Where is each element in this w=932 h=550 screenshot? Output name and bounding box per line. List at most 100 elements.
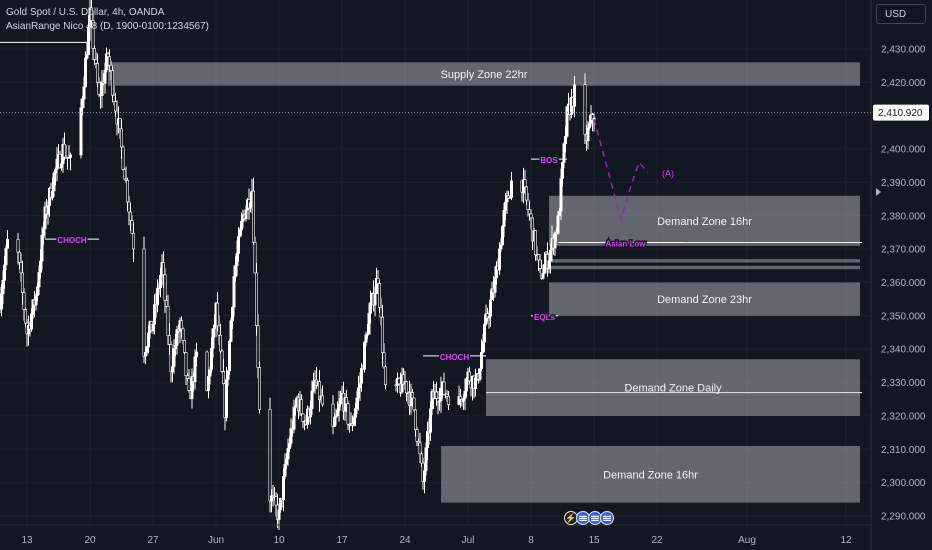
candles[interactable]	[0, 0, 596, 531]
zone-box[interactable]	[486, 359, 860, 416]
candle-body[interactable]	[311, 381, 315, 392]
candle-body[interactable]	[228, 341, 232, 372]
candle-body[interactable]	[359, 368, 363, 384]
candle-body[interactable]	[553, 232, 557, 249]
candle-body[interactable]	[235, 253, 239, 266]
candle-body[interactable]	[244, 209, 248, 220]
candle-body[interactable]	[404, 381, 408, 394]
candle-body[interactable]	[193, 356, 197, 382]
candle-body[interactable]	[34, 295, 38, 306]
symbol-title[interactable]: Gold Spot / U.S. Dollar, 4h, OANDA	[6, 7, 165, 18]
candle-body[interactable]	[38, 260, 42, 273]
candle-body[interactable]	[356, 387, 360, 399]
candle-body[interactable]	[19, 262, 23, 274]
candle-body[interactable]	[6, 239, 10, 249]
candle-body[interactable]	[287, 442, 291, 449]
candle-body[interactable]	[527, 209, 531, 215]
candle-body[interactable]	[229, 320, 233, 342]
candle-body[interactable]	[382, 352, 386, 368]
candle-body[interactable]	[586, 127, 590, 142]
candle-body[interactable]	[488, 299, 492, 317]
candle-body[interactable]	[252, 190, 256, 243]
candle-body[interactable]	[479, 352, 483, 369]
candle-body[interactable]	[502, 210, 506, 227]
candle-body[interactable]	[418, 442, 422, 455]
candle-body[interactable]	[130, 220, 134, 234]
candle-body[interactable]	[163, 274, 167, 301]
candle-body[interactable]	[123, 169, 127, 180]
candle-body[interactable]	[114, 101, 118, 112]
candle-body[interactable]	[1, 280, 5, 295]
candle-body[interactable]	[415, 429, 419, 442]
candle-body[interactable]	[100, 81, 104, 96]
candle-body[interactable]	[439, 387, 443, 401]
candle-body[interactable]	[422, 470, 426, 483]
candle-body[interactable]	[217, 325, 221, 336]
candle-body[interactable]	[20, 272, 24, 293]
candle-body[interactable]	[121, 146, 125, 170]
candle-body[interactable]	[82, 86, 86, 100]
zone-box[interactable]	[441, 445, 860, 503]
currency-button[interactable]: USD	[876, 4, 926, 24]
candle-body[interactable]	[144, 352, 148, 357]
candle-body[interactable]	[85, 54, 89, 59]
candle-body[interactable]	[281, 476, 285, 501]
candle-body[interactable]	[46, 205, 50, 215]
candle-body[interactable]	[434, 391, 438, 399]
expand-arrow-icon[interactable]	[876, 188, 881, 196]
candle-body[interactable]	[587, 123, 591, 129]
candle-body[interactable]	[565, 106, 569, 137]
candle-body[interactable]	[240, 220, 244, 231]
candle-body[interactable]	[413, 409, 417, 431]
candle-body[interactable]	[129, 211, 133, 221]
candle-body[interactable]	[499, 244, 503, 250]
candle-body[interactable]	[186, 375, 190, 379]
candle-body[interactable]	[524, 186, 528, 201]
candle-body[interactable]	[428, 408, 432, 433]
candle-body[interactable]	[257, 367, 261, 410]
candle-body[interactable]	[41, 228, 45, 236]
candle-body[interactable]	[557, 210, 561, 216]
candle-body[interactable]	[376, 278, 380, 284]
candle-body[interactable]	[542, 264, 546, 274]
candle-body[interactable]	[180, 320, 184, 330]
candle-body[interactable]	[548, 249, 552, 262]
candle-body[interactable]	[547, 260, 551, 269]
time-axis[interactable]: 13 20 27 Jun 10 17 24 Jul 8 15 22 Aug 12	[21, 535, 852, 546]
candle-body[interactable]	[145, 346, 149, 353]
candle-body[interactable]	[526, 199, 530, 210]
candle-body[interactable]	[419, 453, 423, 464]
candle-body[interactable]	[368, 302, 372, 314]
candle-body[interactable]	[337, 403, 341, 411]
candle-body[interactable]	[59, 163, 63, 169]
candle-body[interactable]	[556, 215, 560, 234]
candle-body[interactable]	[358, 383, 362, 389]
candle-body[interactable]	[463, 390, 467, 399]
candle-body[interactable]	[22, 292, 26, 310]
candle-body[interactable]	[493, 277, 497, 293]
candle-body[interactable]	[4, 248, 8, 266]
candle-body[interactable]	[94, 59, 98, 64]
candle-body[interactable]	[464, 378, 468, 392]
zone-box[interactable]	[549, 282, 860, 316]
candle-body[interactable]	[147, 332, 151, 348]
candle-body[interactable]	[151, 323, 155, 331]
candle-body[interactable]	[120, 128, 124, 148]
candle-body[interactable]	[29, 313, 33, 330]
candle-body[interactable]	[172, 348, 176, 367]
zone-box[interactable]	[549, 265, 860, 270]
candle-body[interactable]	[373, 293, 377, 306]
candle-body[interactable]	[536, 254, 540, 261]
candle-body[interactable]	[53, 169, 57, 174]
candle-body[interactable]	[153, 304, 157, 325]
candle-body[interactable]	[424, 447, 428, 471]
candle-body[interactable]	[165, 300, 169, 307]
candle-body[interactable]	[541, 273, 545, 279]
candle-body[interactable]	[81, 98, 85, 109]
candle-body[interactable]	[183, 340, 187, 353]
candle-body[interactable]	[412, 397, 416, 411]
candle-body[interactable]	[256, 325, 260, 368]
candle-body[interactable]	[362, 342, 366, 370]
candle-body[interactable]	[96, 63, 100, 84]
